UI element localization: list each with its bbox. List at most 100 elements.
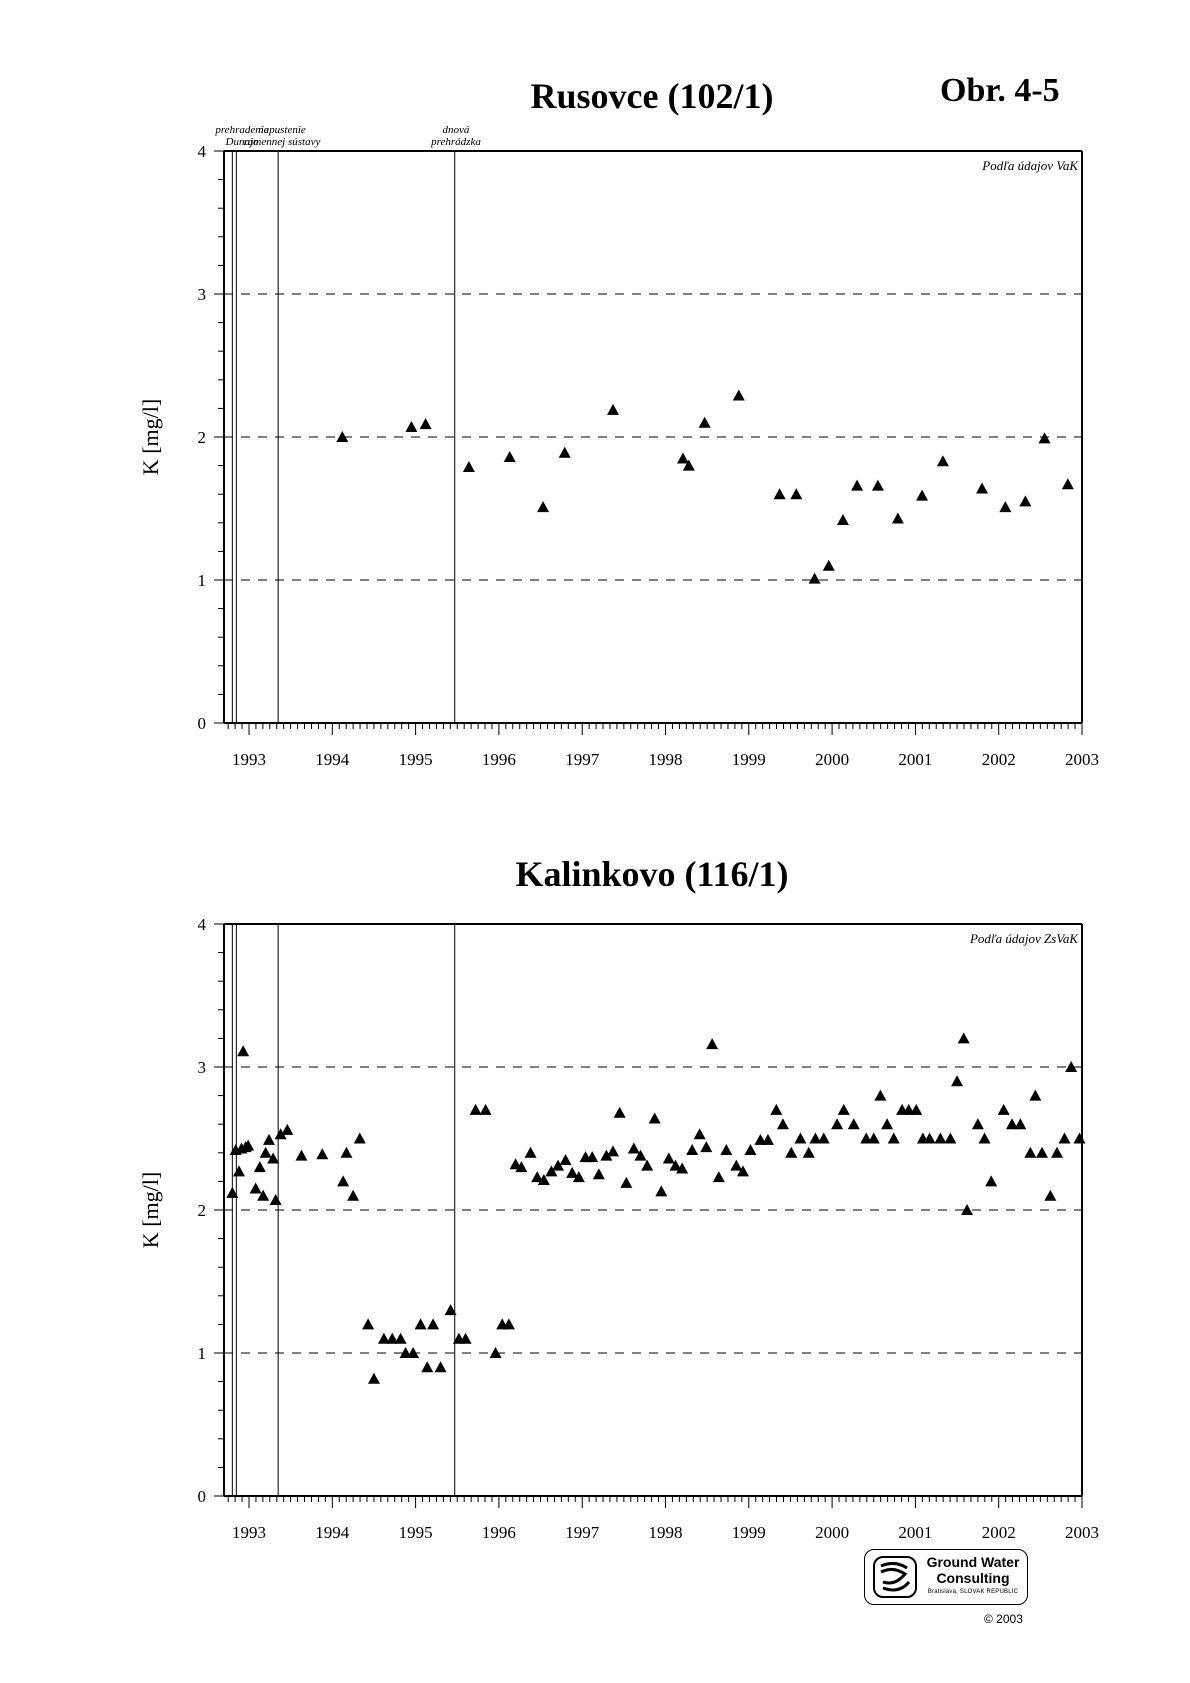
data-point xyxy=(537,1173,550,1185)
data-point xyxy=(881,1118,894,1130)
data-point xyxy=(732,389,745,401)
data-point xyxy=(706,1038,719,1050)
x-tick-label: 1998 xyxy=(648,1523,682,1542)
event-label: napustenie xyxy=(258,124,306,136)
data-point xyxy=(976,482,989,494)
data-point xyxy=(999,501,1012,513)
data-point xyxy=(502,1318,515,1330)
logo-name: Ground Water Consulting xyxy=(919,1554,1027,1586)
data-point xyxy=(469,1103,482,1115)
x-tick-label: 2000 xyxy=(815,1523,849,1542)
data-point xyxy=(871,479,884,491)
data-point xyxy=(316,1148,329,1160)
data-point xyxy=(847,1118,860,1130)
data-point xyxy=(1036,1146,1049,1158)
data-point xyxy=(802,1146,815,1158)
data-point xyxy=(1006,1118,1019,1130)
x-tick-label: 2003 xyxy=(1065,750,1099,769)
data-point xyxy=(607,403,620,415)
logo-name-line1: Ground Water xyxy=(926,1554,1020,1570)
y-tick-label: 3 xyxy=(198,285,207,304)
data-point xyxy=(1065,1061,1078,1072)
data-point xyxy=(891,512,904,524)
data-point xyxy=(1061,478,1074,490)
data-point xyxy=(634,1149,647,1161)
data-point xyxy=(1024,1146,1037,1158)
data-point xyxy=(295,1149,308,1161)
x-tick-label: 1998 xyxy=(648,750,682,769)
data-point xyxy=(620,1176,633,1188)
data-point xyxy=(613,1106,626,1118)
data-point xyxy=(427,1318,440,1330)
data-point xyxy=(407,1347,420,1358)
data-point xyxy=(809,1132,822,1144)
data-point xyxy=(822,559,835,571)
x-tick-label: 1996 xyxy=(482,1523,516,1542)
data-point xyxy=(776,1118,789,1130)
x-tick-label: 2001 xyxy=(898,1523,932,1542)
data-point xyxy=(253,1161,266,1173)
data-point xyxy=(545,1165,558,1177)
chart-2: Kalinkovo (116/1) 0 1 2 3 4 1993 1994 1995 1996 19… xyxy=(138,854,1099,1542)
data-point xyxy=(524,1146,537,1158)
data-point xyxy=(592,1168,605,1180)
data-point xyxy=(1044,1189,1057,1201)
data-point xyxy=(459,1332,472,1344)
data-point xyxy=(867,1132,880,1144)
event-label: Dunaja xyxy=(225,136,260,148)
x-tick-label: 1994 xyxy=(315,750,350,769)
source-note: Podľa údajov ZsVaK xyxy=(969,931,1079,946)
data-point xyxy=(951,1075,964,1087)
data-point xyxy=(936,455,949,467)
data-point xyxy=(274,1128,287,1140)
chart-1: Rusovce (102/1) prehradenieDunajanapusten… xyxy=(138,76,1099,769)
logo-wave-icon xyxy=(873,1556,917,1598)
data-point xyxy=(257,1189,270,1201)
data-point xyxy=(785,1146,798,1158)
data-point xyxy=(558,446,571,458)
data-point xyxy=(347,1189,360,1201)
data-point xyxy=(997,1103,1010,1115)
y-tick-label: 2 xyxy=(198,1201,207,1220)
data-point xyxy=(337,1175,350,1187)
data-point xyxy=(1058,1132,1071,1144)
data-point xyxy=(887,1132,900,1144)
data-point xyxy=(267,1152,280,1164)
data-point xyxy=(572,1171,585,1183)
data-point xyxy=(242,1139,255,1151)
data-point xyxy=(269,1193,282,1205)
data-point xyxy=(503,451,516,463)
data-point xyxy=(281,1123,294,1135)
x-tick-label: 1999 xyxy=(732,1523,766,1542)
y-axis-label: K [mg/l] xyxy=(138,1172,163,1248)
data-point xyxy=(923,1132,936,1144)
data-point xyxy=(770,1103,783,1115)
data-point xyxy=(607,1145,620,1157)
data-point xyxy=(419,418,432,430)
data-point xyxy=(874,1089,887,1101)
data-point xyxy=(985,1175,998,1187)
x-tick-label: 2002 xyxy=(982,750,1016,769)
data-point xyxy=(1029,1089,1042,1101)
data-point xyxy=(1019,495,1032,507)
y-tick-label: 0 xyxy=(198,714,207,733)
data-point xyxy=(537,501,550,513)
data-point xyxy=(353,1132,366,1144)
data-point xyxy=(531,1171,544,1183)
data-point xyxy=(1051,1146,1064,1158)
data-point xyxy=(641,1159,654,1171)
data-point xyxy=(394,1332,407,1344)
x-tick-label: 2001 xyxy=(898,750,932,769)
source-note: Podľa údajov VaK xyxy=(981,158,1079,173)
data-point xyxy=(686,1143,699,1155)
y-axis-label: K [mg/l] xyxy=(138,399,163,475)
data-point xyxy=(655,1185,668,1197)
data-point xyxy=(479,1103,492,1115)
x-tick-label: 2000 xyxy=(815,750,849,769)
copyright: © 2003 xyxy=(984,1612,1023,1626)
data-point xyxy=(600,1149,613,1161)
data-point xyxy=(978,1132,991,1144)
chart-title: Kalinkovo (116/1) xyxy=(515,854,788,894)
data-point xyxy=(249,1182,262,1194)
